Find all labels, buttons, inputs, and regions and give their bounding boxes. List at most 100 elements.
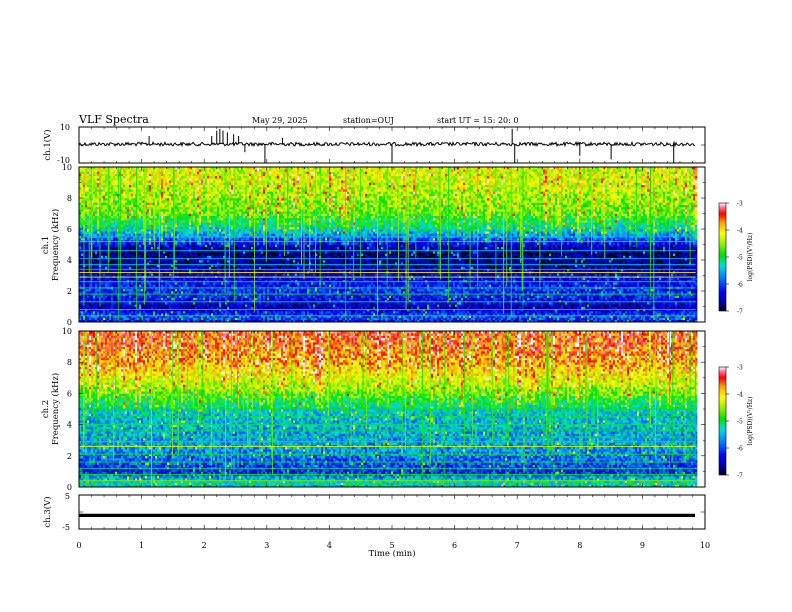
spectrogram-cell [125, 225, 127, 228]
spectrogram-cell [147, 174, 149, 177]
spectrogram-cell [81, 245, 83, 248]
spectrogram-cell [169, 205, 171, 208]
spectrogram-cell [155, 216, 157, 219]
spectrogram-cell [147, 194, 149, 197]
spectrogram-cell [93, 282, 95, 285]
spectrogram-cell [95, 169, 97, 172]
spectrogram-cell [137, 209, 139, 212]
spectrogram-cell [161, 247, 163, 250]
spectrogram-cell [81, 284, 83, 287]
spectrogram-cell [167, 245, 169, 248]
spectrogram-cell [137, 191, 139, 194]
spectrogram-cell [93, 176, 95, 179]
spectrogram-cell [133, 302, 135, 305]
spectrogram-cell [129, 267, 131, 270]
spectrogram-cell [141, 282, 143, 285]
spectrogram-cell [85, 189, 87, 192]
spectrogram-cell [111, 245, 113, 248]
spectrogram-cell [123, 211, 125, 214]
spectrogram-cell [105, 242, 107, 245]
spectrogram-cell [103, 207, 105, 210]
spectrogram-cell [161, 304, 163, 307]
spectrogram-cell [105, 214, 107, 217]
spectrogram-cell [173, 311, 175, 314]
spectrogram-cell [91, 295, 93, 298]
spectrogram-cell [139, 198, 141, 201]
spectrogram-cell [175, 198, 177, 201]
spectrogram-cell [133, 211, 135, 214]
spectrogram-cell [95, 207, 97, 210]
spectrogram-cell [81, 318, 83, 321]
spectrogram-cell [127, 278, 129, 281]
spectrogram-cell [137, 318, 139, 321]
spectrogram-cell [175, 178, 177, 181]
spectrogram-cell [115, 245, 117, 248]
spectrogram-cell [101, 194, 103, 197]
spectrogram-cell [171, 183, 173, 186]
spectrogram-cell [85, 229, 87, 232]
spectrogram-cell [113, 298, 115, 301]
spectrogram-cell [171, 178, 173, 181]
spectrogram-cell [113, 218, 115, 221]
spectrogram-cell [163, 209, 165, 212]
spectrogram-cell [169, 304, 171, 307]
spectrogram-cell [147, 169, 149, 172]
spectrogram-cell [97, 302, 99, 305]
spectrogram-cell [151, 180, 153, 183]
spectrogram-cell [171, 233, 173, 236]
spectrogram-cell [147, 229, 149, 232]
spectrogram-cell [125, 185, 127, 188]
spectrogram-cell [103, 291, 105, 294]
spectrogram-cell [171, 267, 173, 270]
spectrogram-cell [97, 205, 99, 208]
spectrogram-cell [109, 302, 111, 305]
spectrogram-cell [101, 256, 103, 259]
spectrogram-cell [153, 278, 155, 281]
spectrogram-cell [131, 267, 133, 270]
spectrogram-cell [149, 260, 151, 263]
spectrogram-cell [155, 196, 157, 199]
spectrogram-cell [155, 298, 157, 301]
spectrogram-cell [125, 209, 127, 212]
spectrogram-cell [125, 256, 127, 259]
spectrogram-cell [131, 180, 133, 183]
spectrogram-cell [137, 189, 139, 192]
spectrogram-cell [127, 256, 129, 259]
spectrogram-cell [147, 311, 149, 314]
spectrogram-cell [125, 233, 127, 236]
spectrogram-cell [87, 298, 89, 301]
spectrogram-cell [167, 298, 169, 301]
spectrogram-cell [171, 171, 173, 174]
spectrogram-cell [149, 295, 151, 298]
spectrogram-cell [123, 205, 125, 208]
spectrogram-cell [169, 214, 171, 217]
spectrogram-cell [97, 233, 99, 236]
spectrogram-cell [107, 278, 109, 281]
spectrogram-cell [81, 202, 83, 205]
spectrogram-cell [129, 233, 131, 236]
spectrogram-cell [103, 171, 105, 174]
spectrogram-cell [171, 227, 173, 230]
spectrogram-cell [141, 229, 143, 232]
spectrogram-cell [161, 209, 163, 212]
spectrogram-cell [133, 238, 135, 241]
spectrogram-cell [167, 187, 169, 190]
spectrogram-cell [85, 214, 87, 217]
spectrogram-cell [125, 289, 127, 292]
spectrogram-cell [129, 242, 131, 245]
spectrogram-cell [97, 222, 99, 225]
spectrogram-cell [149, 169, 151, 172]
spectrogram-cell [165, 202, 167, 205]
spectrogram-cell [167, 180, 169, 183]
spectrogram-cell [161, 318, 163, 321]
spectrogram-cell [107, 307, 109, 310]
spectrogram-cell [103, 216, 105, 219]
spectrogram-cell [131, 238, 133, 241]
spectrogram-cell [175, 205, 177, 208]
spectrogram-cell [133, 183, 135, 186]
spectrogram-cell [103, 180, 105, 183]
spectrogram-cell [101, 267, 103, 270]
spectrogram-cell [133, 318, 135, 321]
spectrogram-cell [139, 273, 141, 276]
spectrogram-cell [111, 171, 113, 174]
